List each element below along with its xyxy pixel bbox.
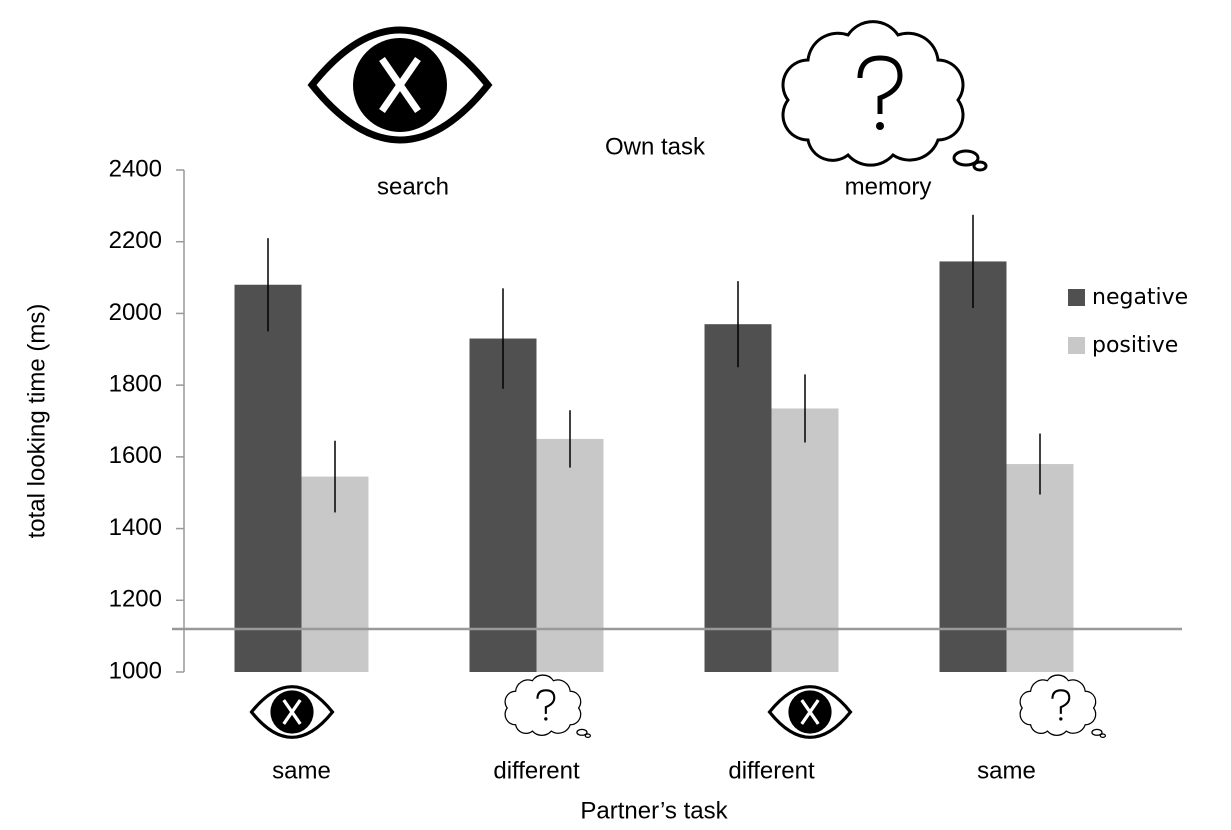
legend-swatch xyxy=(1068,289,1085,306)
y-tick-label: 2000 xyxy=(109,299,162,326)
y-tick-label: 1000 xyxy=(109,657,162,684)
bar xyxy=(771,408,839,672)
legend-label: positive xyxy=(1092,333,1178,358)
group-title: Own task xyxy=(605,133,706,160)
eye-icon xyxy=(249,685,335,739)
x-tick-label: same xyxy=(977,757,1036,784)
eye-icon xyxy=(767,685,853,739)
bar xyxy=(469,338,537,672)
y-tick-label: 1600 xyxy=(109,442,162,469)
y-tick-label: 1200 xyxy=(109,586,162,613)
cloud-icon xyxy=(504,674,592,739)
eye-icon xyxy=(312,30,488,140)
bar xyxy=(704,324,772,672)
x-tick-label: different xyxy=(493,757,580,784)
y-tick-label: 1800 xyxy=(109,370,162,397)
bar xyxy=(234,284,302,672)
y-tick-label: 2200 xyxy=(109,227,162,254)
y-tick-label: 2400 xyxy=(109,155,162,182)
bar xyxy=(1006,464,1074,672)
bar xyxy=(939,261,1007,672)
x-axis-label: Partner’s task xyxy=(580,797,728,824)
cloud-icon xyxy=(783,22,986,170)
legend-label: negative xyxy=(1092,285,1188,310)
group-label: search xyxy=(377,173,449,200)
x-tick-label: same xyxy=(272,757,331,784)
cloud-icon xyxy=(1019,674,1107,739)
y-tick-label: 1400 xyxy=(109,514,162,541)
legend-swatch xyxy=(1068,337,1085,354)
y-axis-label: total looking time (ms) xyxy=(23,304,50,539)
x-tick-label: different xyxy=(728,757,815,784)
group-label: memory xyxy=(845,173,932,200)
bar xyxy=(536,438,604,672)
